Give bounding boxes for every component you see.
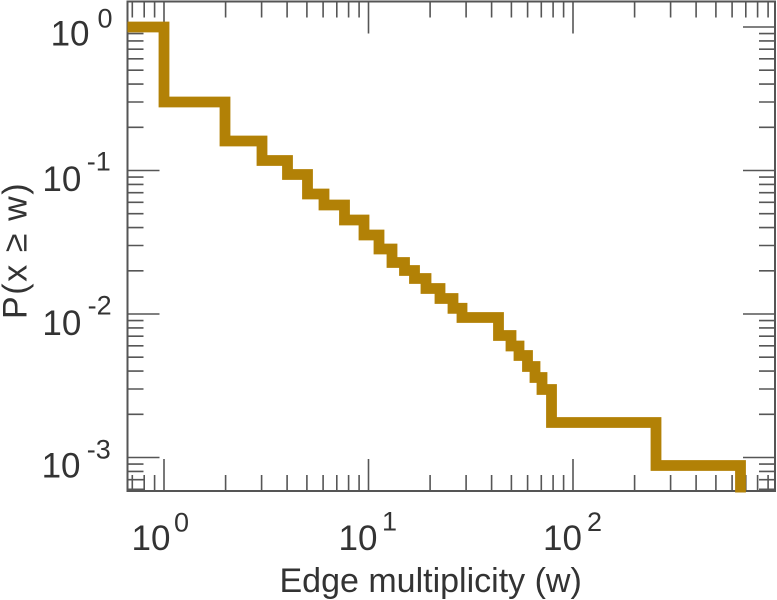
svg-text:-2: -2 <box>88 291 112 321</box>
svg-text:0: 0 <box>98 4 113 34</box>
svg-text:P(x ≥ w): P(x ≥ w) <box>0 182 35 319</box>
svg-text:10: 10 <box>543 519 582 558</box>
svg-text:-1: -1 <box>87 147 111 177</box>
svg-text:10: 10 <box>339 519 378 558</box>
svg-text:1: 1 <box>382 507 397 537</box>
svg-text:-3: -3 <box>87 435 111 465</box>
svg-text:10: 10 <box>42 160 81 199</box>
svg-text:0: 0 <box>174 508 189 538</box>
svg-text:10: 10 <box>132 519 171 558</box>
svg-text:10: 10 <box>42 447 81 486</box>
svg-text:10: 10 <box>51 15 90 54</box>
svg-text:2: 2 <box>587 507 602 537</box>
svg-text:10: 10 <box>42 304 81 343</box>
svg-text:Edge multiplicity (w): Edge multiplicity (w) <box>280 562 582 600</box>
